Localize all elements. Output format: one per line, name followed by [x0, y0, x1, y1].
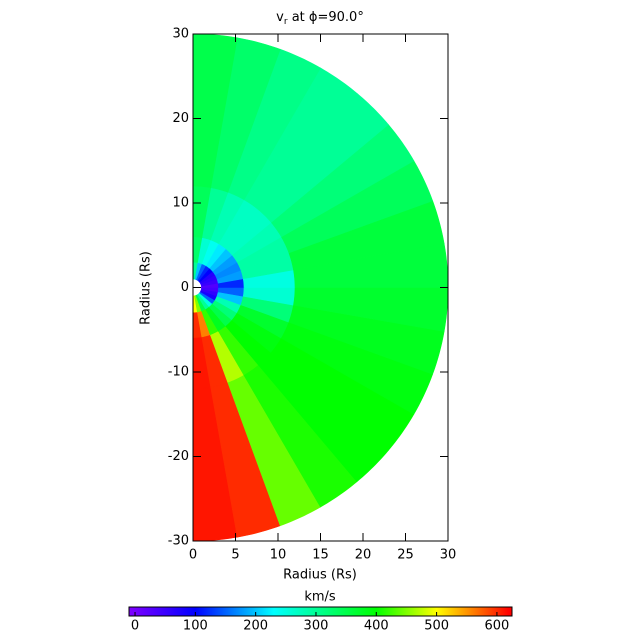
colorbar-label: km/s	[304, 590, 336, 605]
y-tick-label: -30	[168, 534, 189, 549]
colorbar-tick-label: 600	[485, 619, 510, 634]
x-tick-label: 20	[355, 548, 372, 563]
x-tick-label: 30	[440, 548, 457, 563]
chart-title: vr at ϕ=90.0°	[276, 10, 364, 27]
y-tick-label: 30	[172, 27, 189, 42]
title-main: v	[276, 10, 284, 25]
y-tick-label: 10	[172, 196, 189, 211]
colorbar-tick-label: 300	[304, 619, 329, 634]
colorbar-tick-label: 400	[364, 619, 389, 634]
colorbar-tick-label: 0	[131, 619, 139, 634]
x-axis-label: Radius (Rs)	[283, 568, 357, 583]
colorbar-tick-label: 200	[243, 619, 268, 634]
y-tick-label: 20	[172, 111, 189, 126]
y-tick-label: -20	[168, 449, 189, 464]
x-tick-label: 5	[231, 548, 239, 563]
title-rest: at ϕ=90.0°	[288, 10, 364, 25]
colorbar-tick-label: 100	[183, 619, 208, 634]
y-axis-label: Radius (Rs)	[139, 251, 154, 325]
y-tick-label: -10	[168, 365, 189, 380]
x-tick-label: 0	[189, 548, 197, 563]
colorbar	[128, 606, 513, 617]
colorbar-tick-label: 500	[424, 619, 449, 634]
title-sub: r	[284, 17, 288, 27]
x-tick-label: 25	[397, 548, 414, 563]
x-tick-label: 15	[312, 548, 329, 563]
y-tick-label: 0	[181, 280, 189, 295]
x-tick-label: 10	[270, 548, 287, 563]
